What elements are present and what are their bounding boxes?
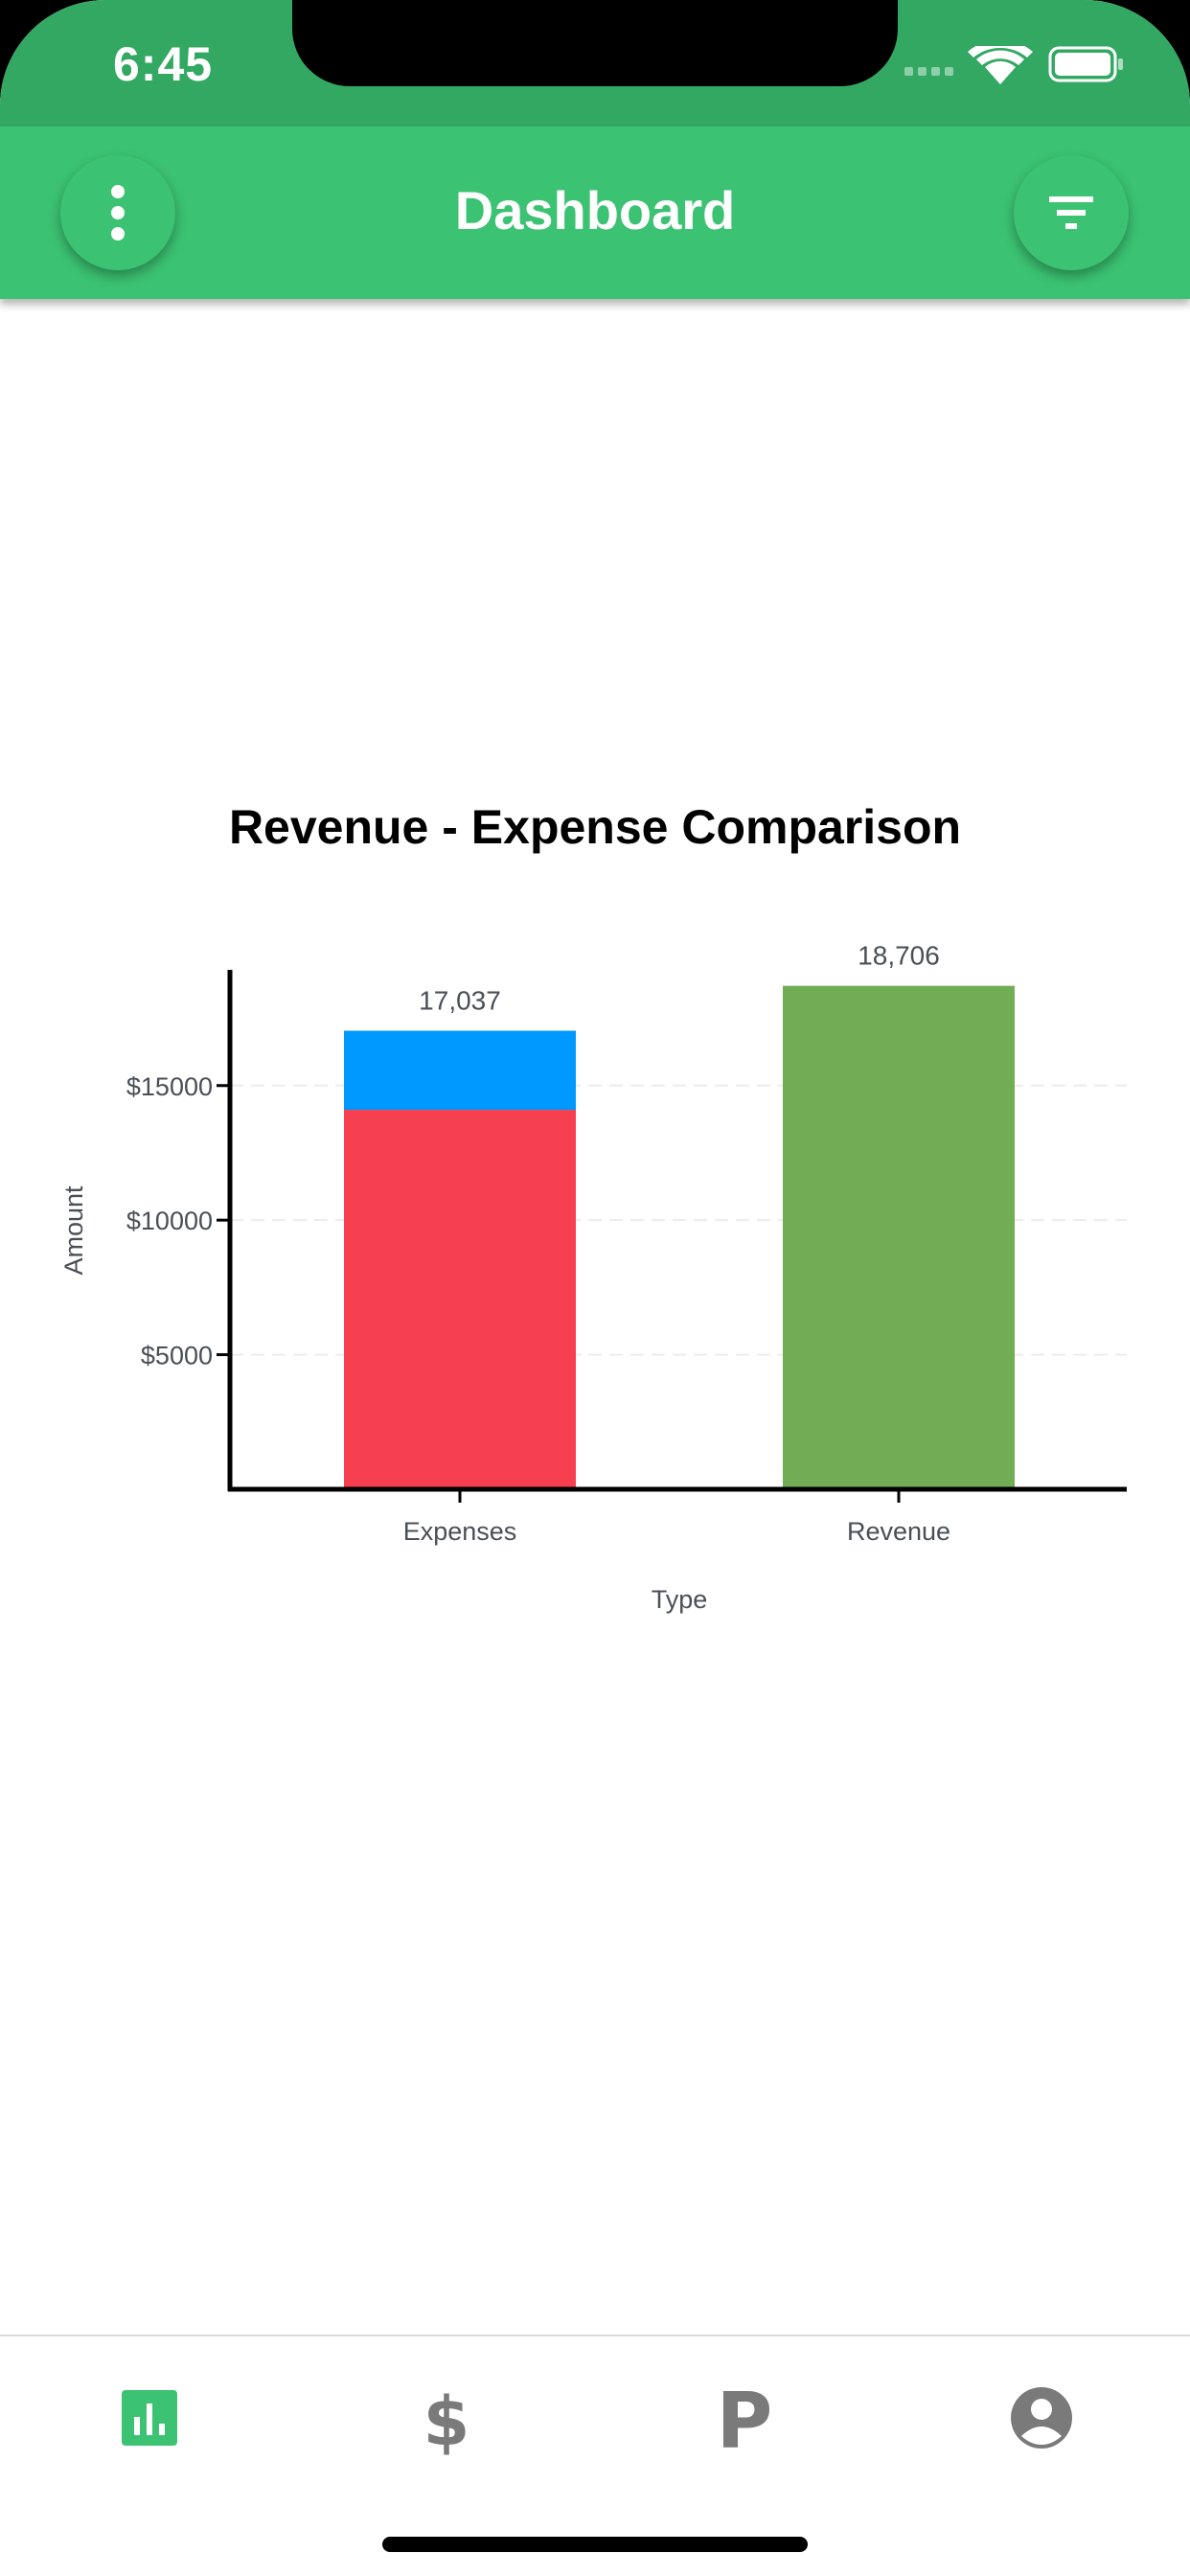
filter-button[interactable] [1014,155,1129,270]
page-title: Dashboard [454,180,736,241]
status-time: 6:45 [113,37,214,91]
parking-icon: P [717,2377,773,2461]
tab-parking[interactable]: P [701,2375,788,2461]
home-indicator [382,2537,808,2552]
battery-icon [1048,46,1123,82]
filter-icon [1049,196,1093,229]
chart-title: Revenue - Expense Comparison [228,800,962,854]
x-tick-label: Revenue [847,1517,950,1546]
x-tick-label: Expenses [403,1517,517,1546]
tab-dashboard[interactable] [106,2375,193,2461]
tab-finance[interactable]: $ [403,2375,490,2461]
wifi-icon [968,39,1033,84]
tab-profile[interactable] [998,2375,1085,2461]
device-notch [292,0,898,86]
svg-text:$: $ [423,2382,470,2461]
y-tick-label: $10000 [126,1207,213,1235]
svg-text:P: P [717,2377,773,2461]
y-tick-label: $5000 [141,1342,213,1370]
bar-expenses-segment-1 [344,1030,576,1111]
bar-revenue-segment-0 [783,985,1015,1489]
revenue-expense-chart: 17,037 18,706 $5000 $10000 $15000 Expenses Rev… [59,941,1127,1614]
menu-button[interactable] [60,155,175,270]
y-tick-label: $15000 [126,1072,213,1101]
data-label: 17,037 [419,986,501,1016]
bar-expenses-segment-0 [344,1110,576,1489]
bar-chart-icon [122,2390,177,2446]
signal-icon [904,67,953,76]
app-header: Dashboard [0,126,1190,299]
x-axis-label: Type [652,1585,708,1614]
y-axis-label: Amount [59,1185,88,1276]
status-icons [904,39,1125,84]
account-icon [1011,2387,1072,2449]
dollar-icon: $ [423,2382,470,2461]
bottom-tab-bar: $ P [0,2334,1190,2576]
data-label: 18,706 [858,941,940,971]
more-vertical-icon [111,185,125,241]
